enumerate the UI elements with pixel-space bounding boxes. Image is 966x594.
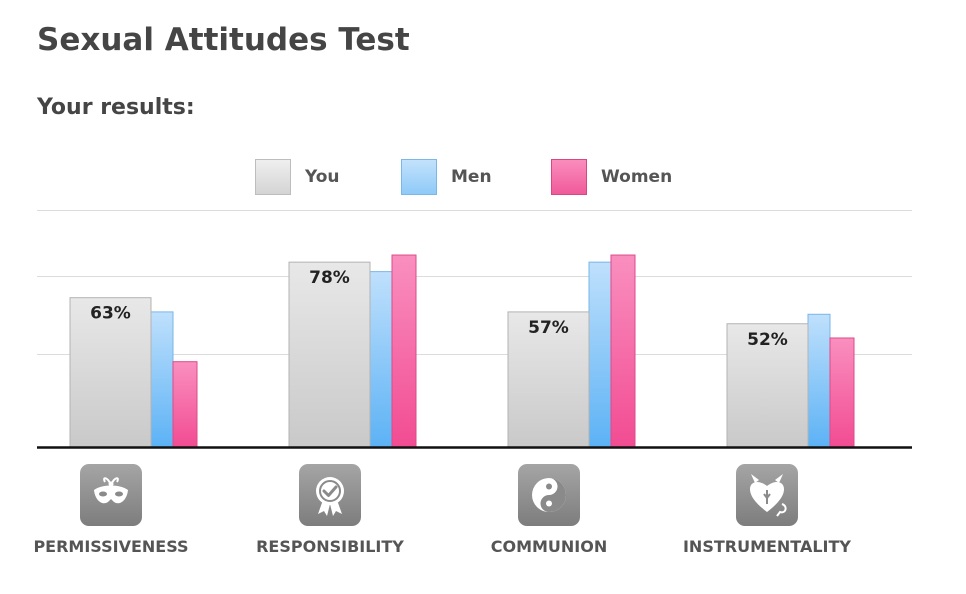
legend-label-you: You xyxy=(305,167,340,187)
bar-men-instrumentality xyxy=(807,313,831,448)
bars: 63% 78% 57% 52% xyxy=(69,254,855,448)
results-bar-chart: 63% 78% 57% 52% xyxy=(37,210,912,449)
bar-you-communion xyxy=(507,311,590,448)
bar-men-communion xyxy=(588,261,612,448)
yin-yang-icon xyxy=(518,464,580,526)
mask-icon xyxy=(80,464,142,526)
page-title: Sexual Attitudes Test xyxy=(37,22,410,58)
category-label-permissiveness: PERMISSIVENESS xyxy=(33,537,189,556)
category-label-communion: COMMUNION xyxy=(490,537,608,556)
bar-you-permissiveness xyxy=(69,297,152,448)
award-badge-icon xyxy=(299,464,361,526)
bar-men-permissiveness xyxy=(150,311,174,448)
data-label-communion: 57% xyxy=(528,318,569,338)
bar-women-responsibility xyxy=(391,254,417,448)
bar-women-instrumentality xyxy=(829,337,855,448)
data-label-permissiveness: 63% xyxy=(90,304,131,324)
devil-heart-icon xyxy=(736,464,798,526)
category-label-instrumentality: INSTRUMENTALITY xyxy=(682,537,852,556)
legend-swatch-you xyxy=(255,159,291,195)
legend-swatch-men xyxy=(401,159,437,195)
category-label-responsibility: RESPONSIBILITY xyxy=(256,537,404,556)
bar-women-permissiveness xyxy=(172,361,198,448)
data-label-responsibility: 78% xyxy=(309,268,350,288)
bar-you-responsibility xyxy=(288,261,371,448)
bar-you-instrumentality xyxy=(726,323,809,448)
bar-men-responsibility xyxy=(369,271,393,448)
bar-women-communion xyxy=(610,254,636,448)
legend-label-men: Men xyxy=(451,167,492,187)
data-label-instrumentality: 52% xyxy=(747,330,788,350)
results-heading: Your results: xyxy=(37,95,195,120)
legend-swatch-women xyxy=(551,159,587,195)
legend-label-women: Women xyxy=(601,167,673,187)
